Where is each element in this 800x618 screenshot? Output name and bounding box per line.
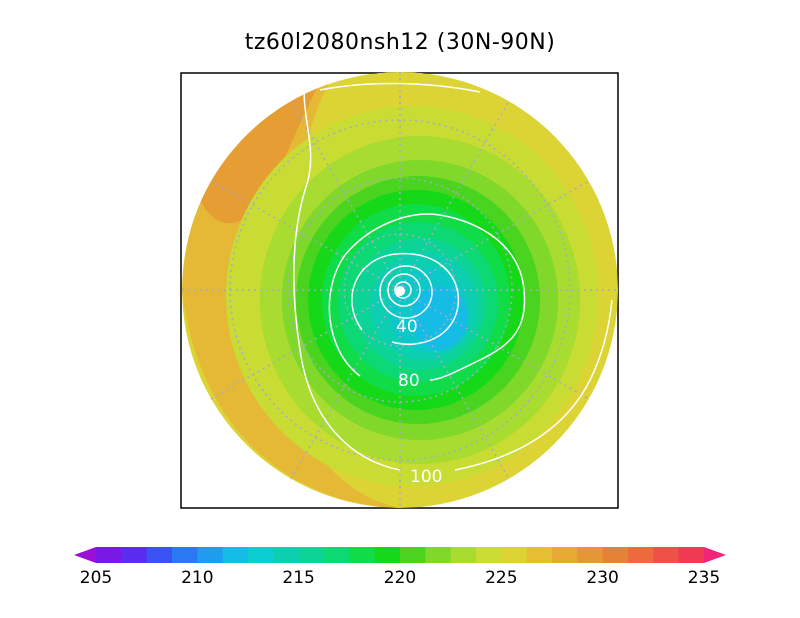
contour-label-80: 80: [398, 371, 420, 391]
colorbar-tick-label: 225: [485, 568, 518, 588]
pole-marker: [395, 286, 405, 296]
field-band-11: [412, 286, 468, 350]
colorbar-tick-label: 210: [181, 568, 214, 588]
colorbar-tick-label: 215: [282, 568, 315, 588]
colorbar-box: [501, 547, 528, 563]
colorbar: [74, 547, 726, 563]
colorbar-box: [577, 547, 604, 563]
colorbar-tick-label: 230: [586, 568, 619, 588]
plot-title: tz60l2080nsh12 (30N-90N): [244, 30, 556, 55]
colorbar-box: [222, 547, 249, 563]
colorbar-extend-high: [704, 547, 726, 563]
colorbar-box: [121, 547, 148, 563]
colorbar-box: [324, 547, 350, 563]
colorbar-box: [298, 547, 325, 563]
colorbar-tick-label: 220: [383, 568, 417, 588]
colorbar-box: [678, 547, 705, 563]
colorbar-box: [349, 547, 376, 563]
colorbar-box: [602, 547, 629, 563]
colorbar-box: [273, 547, 300, 563]
colorbar-box: [476, 547, 502, 563]
field-warm-core: [200, 82, 320, 224]
colorbar-box: [172, 547, 198, 563]
contour-label-100: 100: [410, 467, 442, 487]
colorbar-box: [374, 547, 401, 563]
colorbar-box: [526, 547, 553, 563]
colorbar-box: [197, 547, 224, 563]
colorbar-box: [425, 547, 452, 563]
contour-lines: [293, 77, 613, 471]
colorbar-extend-low: [74, 547, 96, 563]
colorbar-box: [450, 547, 477, 563]
colorbar-box: [552, 547, 578, 563]
colorbar-box: [248, 547, 274, 563]
colorbar-box: [628, 547, 654, 563]
colorbar-box: [400, 547, 426, 563]
colorbar-box: [653, 547, 680, 563]
colorbar-box: [146, 547, 173, 563]
colorbar-tick-label: 205: [79, 568, 113, 588]
contour-label-40: 40: [396, 317, 418, 337]
colorbar-box: [96, 547, 122, 563]
colorbar-tick-label: 235: [687, 568, 721, 588]
